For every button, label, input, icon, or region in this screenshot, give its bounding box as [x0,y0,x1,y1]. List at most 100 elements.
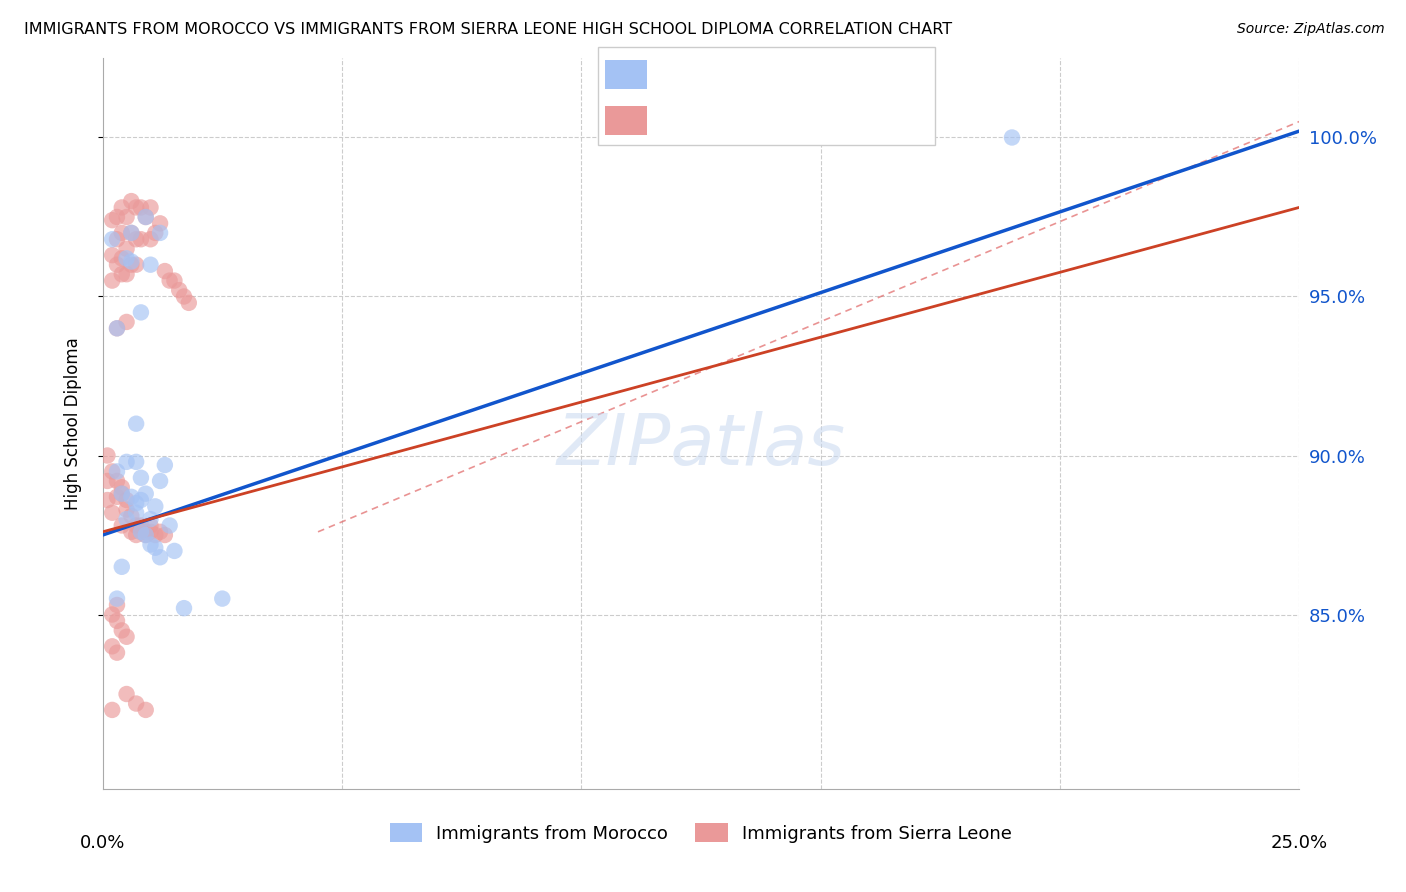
Point [125,201,148,215]
Point [105,321,128,335]
Point [96,493,118,508]
Point [120,194,142,208]
Point [211,591,233,606]
Point [129,524,152,539]
Point [129,232,152,246]
Point [143,226,166,240]
Point [105,464,128,478]
Point [129,305,152,319]
Point [143,500,166,514]
Point [111,201,134,215]
Point [105,490,128,504]
Point [115,630,138,644]
Point [125,232,148,246]
Point [149,226,172,240]
Point [125,518,148,533]
Point [105,598,128,612]
Point [163,274,186,288]
Point [101,506,124,520]
Point [159,518,181,533]
Point [149,216,172,230]
Point [153,528,176,542]
Point [101,607,124,622]
Point [111,518,134,533]
Point [111,624,134,638]
Text: 0.0%: 0.0% [80,834,125,852]
Point [159,274,181,288]
Point [129,493,152,508]
Point [153,264,176,278]
Point [96,449,118,463]
Point [111,480,134,494]
Point [163,544,186,558]
Point [115,252,138,266]
Point [129,201,152,215]
Point [143,541,166,555]
Point [101,248,124,262]
Point [101,213,124,227]
Point [115,687,138,701]
Point [105,474,128,488]
Point [105,210,128,224]
Point [101,703,124,717]
Point [105,646,128,660]
Text: N = 37: N = 37 [818,64,893,83]
Point [115,210,138,224]
Point [125,258,148,272]
Point [111,252,134,266]
Point [149,524,172,539]
Point [149,550,172,565]
Point [125,697,148,711]
Point [177,296,200,310]
Point [135,210,157,224]
Point [120,508,142,523]
Legend: Immigrants from Morocco, Immigrants from Sierra Leone: Immigrants from Morocco, Immigrants from… [382,816,1019,850]
Point [125,528,148,542]
Point [120,254,142,268]
Point [111,559,134,574]
Point [120,258,142,272]
Text: R =  0.231: R = 0.231 [664,111,778,129]
Point [135,524,157,539]
Point [101,274,124,288]
Point [105,321,128,335]
Point [139,518,162,533]
Point [125,417,148,431]
Text: Source: ZipAtlas.com: Source: ZipAtlas.com [1237,22,1385,37]
Point [111,267,134,281]
Point [115,267,138,281]
Text: IMMIGRANTS FROM MOROCCO VS IMMIGRANTS FROM SIERRA LEONE HIGH SCHOOL DIPLOMA CORR: IMMIGRANTS FROM MOROCCO VS IMMIGRANTS FR… [24,22,952,37]
Point [1001,130,1024,145]
Point [173,289,195,303]
Point [105,258,128,272]
Point [129,471,152,485]
Point [139,232,162,246]
Point [105,591,128,606]
Point [139,524,162,539]
Point [129,518,152,533]
Y-axis label: High School Diploma: High School Diploma [63,337,82,510]
Point [115,242,138,256]
Text: 25.0%: 25.0% [1271,834,1327,852]
Point [105,614,128,628]
Point [115,502,138,516]
Point [135,703,157,717]
Point [135,486,157,500]
Point [167,283,190,297]
Text: N = 70: N = 70 [818,111,893,129]
FancyBboxPatch shape [605,60,647,88]
Point [139,512,162,526]
Point [135,528,157,542]
Point [115,315,138,329]
Point [120,490,142,504]
Point [115,493,138,508]
Point [105,232,128,246]
Point [125,506,148,520]
Point [149,474,172,488]
Point [139,258,162,272]
Point [120,524,142,539]
Text: ZIPatlas: ZIPatlas [557,411,845,480]
Point [96,474,118,488]
Point [101,640,124,654]
Point [143,528,166,542]
